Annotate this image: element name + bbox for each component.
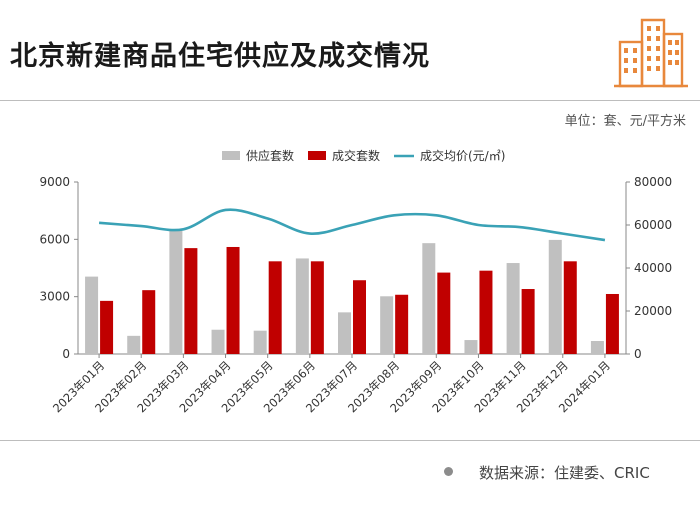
deal-bar xyxy=(521,289,535,354)
supply-bar xyxy=(548,239,562,354)
supply-bar xyxy=(253,330,267,354)
supply-bar xyxy=(338,312,351,354)
legend-deal-swatch xyxy=(308,151,326,160)
y-left-tick-label: 0 xyxy=(62,347,70,361)
y-right-tick-label: 40000 xyxy=(634,261,672,275)
bottom-divider xyxy=(0,440,700,441)
page-title: 北京新建商品住宅供应及成交情况 xyxy=(10,41,430,72)
unit-label: 单位：套、元/平方米 xyxy=(564,114,686,129)
deal-bar xyxy=(100,300,114,354)
deal-bar xyxy=(268,261,282,354)
y-left-tick-label: 6000 xyxy=(39,232,70,246)
legend-deal-label: 成交套数 xyxy=(332,148,380,163)
supply-bar xyxy=(127,335,141,354)
price-line xyxy=(98,208,606,242)
deal-bar xyxy=(226,246,240,354)
chart: 03000600090000200004000060000800002023年0… xyxy=(39,148,672,415)
top-divider xyxy=(0,100,700,101)
legend-price-label: 成交均价(元/㎡) xyxy=(420,148,505,163)
supply-bar xyxy=(211,329,225,354)
deal-bar xyxy=(395,294,409,354)
deal-bar xyxy=(353,280,366,354)
y-right-tick-label: 0 xyxy=(634,347,642,361)
legend-supply-swatch xyxy=(222,151,240,160)
deal-bar xyxy=(310,261,324,354)
supply-bar xyxy=(169,229,183,354)
supply-bar xyxy=(295,258,309,354)
supply-bar xyxy=(506,263,520,354)
deal-bar xyxy=(563,261,577,354)
y-left-tick-label: 9000 xyxy=(39,175,70,189)
deal-bar xyxy=(605,293,619,354)
bullet-icon xyxy=(444,467,453,476)
deal-bar xyxy=(437,272,451,354)
supply-bar xyxy=(85,276,99,354)
y-right-tick-label: 80000 xyxy=(634,175,672,189)
supply-bar xyxy=(464,340,478,354)
supply-bar xyxy=(590,341,604,354)
legend-supply-label: 供应套数 xyxy=(246,148,294,163)
deal-bar xyxy=(479,270,493,354)
y-left-tick-label: 3000 xyxy=(39,290,70,304)
supply-bar xyxy=(380,296,394,354)
y-right-tick-label: 60000 xyxy=(634,218,672,232)
source-label: 数据来源：住建委、CRIC xyxy=(479,464,650,482)
y-right-tick-label: 20000 xyxy=(634,304,672,318)
supply-bar xyxy=(422,243,436,354)
source-text: 数据来源：住建委、CRIC xyxy=(444,462,650,483)
deal-bar xyxy=(142,290,156,354)
deal-bar xyxy=(184,248,198,354)
building-icon xyxy=(614,18,688,88)
